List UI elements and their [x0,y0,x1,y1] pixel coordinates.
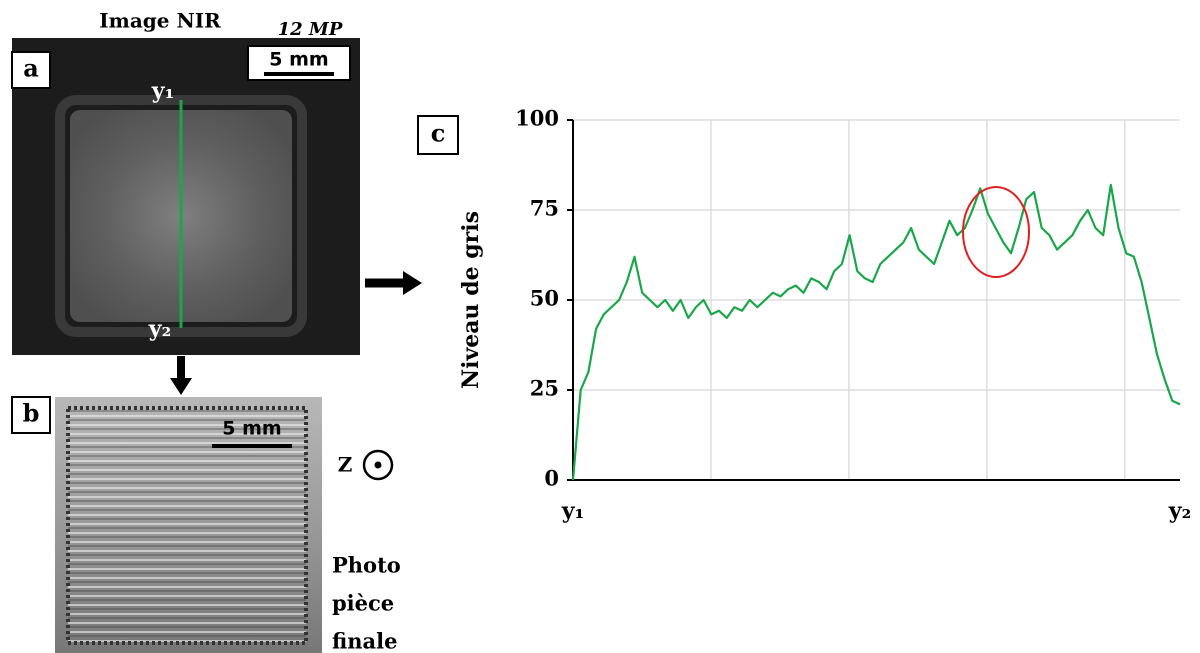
arrow-head [170,378,192,395]
scale-text: 5 mm [269,49,328,71]
y-tick-label: 75 [530,196,559,221]
panel-label-box [417,115,459,155]
caption-line: Photo [332,553,401,578]
panel-label: a [23,54,39,83]
y-tick-label: 25 [530,376,559,401]
axis-symbol-dot [374,461,382,469]
highlight [962,186,1030,278]
photo-part [66,406,308,645]
x-start-label: y₁ [561,498,584,524]
panel-a-title: Image NIR [99,9,221,33]
arrow-head [403,271,422,295]
panel-label: c [431,119,446,148]
panel-label-box [11,51,51,89]
axis-label: Z [338,453,353,477]
caption: Photo pièce finale [332,553,401,653]
y-tick-label: 50 [530,286,559,311]
y-tick-label: 100 [515,106,559,131]
y-tick-label: 0 [544,466,559,491]
scale-text: 5 mm [222,418,281,440]
y1-marker: y₁ [151,78,174,104]
caption-line: pièce [332,591,394,616]
axis-symbol [362,449,394,481]
plot: 0 25 50 75 100 [515,106,1181,491]
y2-marker: y₂ [148,316,171,342]
data-line [571,183,1181,481]
panel-label: b [23,399,40,428]
resolution: 12 MP [278,19,343,40]
y-axis-label: Niveau de gris [458,211,484,389]
panel-label-box [11,396,51,434]
caption-line: finale [332,629,397,653]
x-end-label: y₂ [1168,498,1191,524]
